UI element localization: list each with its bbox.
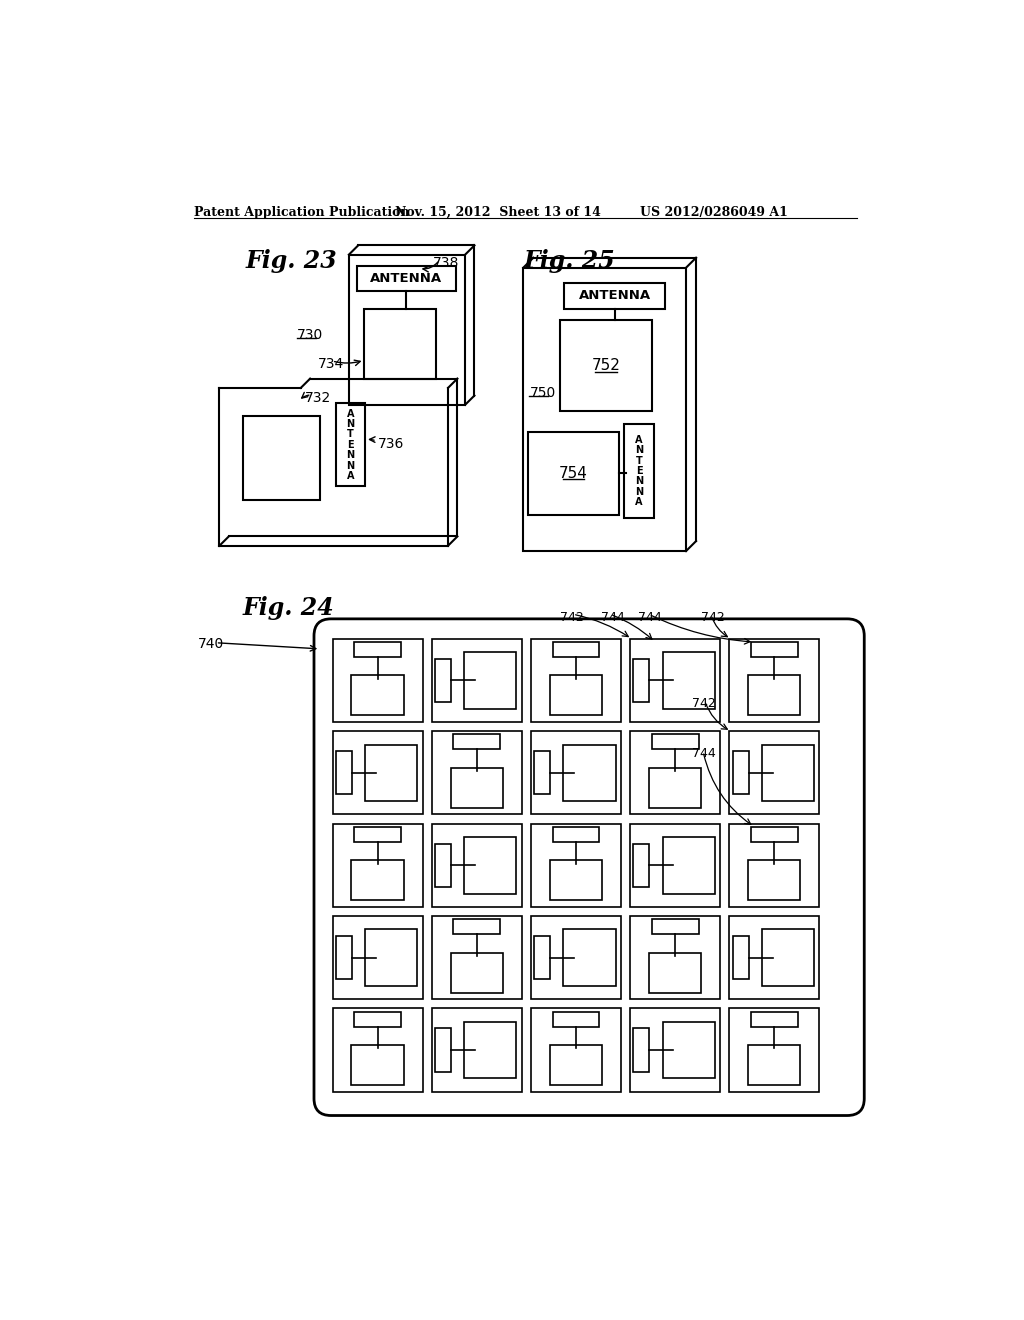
Text: US 2012/0286049 A1: US 2012/0286049 A1 — [640, 206, 787, 219]
Text: 740: 740 — [198, 638, 224, 651]
Text: Fig. 25: Fig. 25 — [523, 249, 615, 273]
Text: 742: 742 — [701, 611, 725, 624]
Text: Fig. 23: Fig. 23 — [246, 249, 338, 273]
Text: 736: 736 — [378, 437, 403, 451]
Text: ANTENNA: ANTENNA — [579, 289, 651, 302]
Text: Nov. 15, 2012  Sheet 13 of 14: Nov. 15, 2012 Sheet 13 of 14 — [395, 206, 601, 219]
Text: 732: 732 — [305, 391, 331, 405]
Text: 734: 734 — [317, 358, 344, 371]
Text: Patent Application Publication: Patent Application Publication — [194, 206, 410, 219]
Text: 752: 752 — [592, 358, 621, 374]
Text: 730: 730 — [297, 327, 324, 342]
Text: 744: 744 — [692, 747, 716, 760]
Text: 738: 738 — [432, 256, 459, 271]
Text: 754: 754 — [559, 466, 588, 480]
Text: 744: 744 — [601, 611, 625, 624]
Text: A
N
T
E
N
N
A: A N T E N N A — [346, 409, 354, 480]
Text: 750: 750 — [529, 385, 556, 400]
Text: A
N
T
E
N
N
A: A N T E N N A — [635, 434, 643, 507]
Text: Fig. 24: Fig. 24 — [243, 595, 335, 620]
Text: ANTENNA: ANTENNA — [370, 272, 442, 285]
Text: 744: 744 — [638, 611, 662, 624]
Text: 742: 742 — [692, 697, 716, 710]
Text: 742: 742 — [560, 611, 585, 624]
